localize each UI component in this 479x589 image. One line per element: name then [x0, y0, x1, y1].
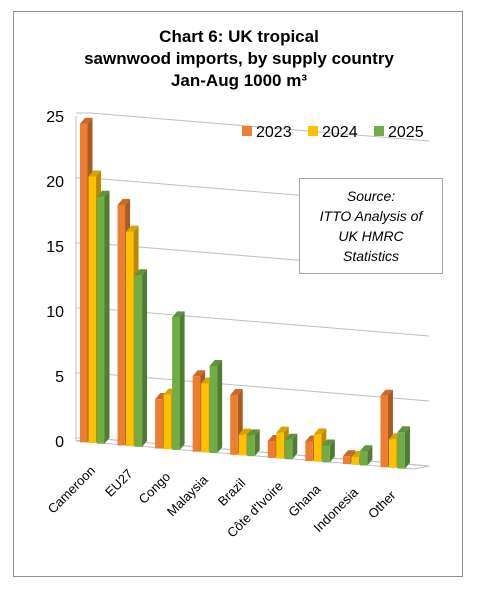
bar-2025-EU27 — [134, 269, 148, 447]
bar-front — [238, 434, 247, 456]
bar-side — [104, 190, 110, 444]
bar-side — [254, 429, 260, 457]
y-tick-label: 10 — [46, 304, 64, 321]
y-tick-label: 20 — [46, 174, 64, 191]
source-annotation: Source: ITTO Analysis of UK HMRC Statist… — [299, 178, 443, 274]
bar-2025-Cameroon — [97, 190, 110, 444]
bar-front — [380, 395, 388, 468]
bar-side — [367, 445, 373, 466]
x-tick-label: EU27 — [102, 466, 136, 500]
bar-front — [117, 204, 126, 446]
bar-front — [88, 176, 96, 444]
y-tick-label: 25 — [46, 109, 64, 126]
bar-top — [97, 190, 110, 197]
bar-front — [267, 440, 276, 458]
legend-label-2023: 2023 — [256, 124, 292, 141]
bar-top — [172, 311, 185, 318]
bar-front — [155, 399, 163, 449]
bar-front — [388, 439, 397, 468]
bar-side — [142, 269, 148, 447]
bar-front — [192, 376, 201, 452]
legend-swatch-2025 — [374, 126, 384, 136]
y-tick-label: 15 — [46, 239, 64, 256]
bar-top — [230, 388, 243, 395]
legend-label-2024: 2024 — [322, 124, 358, 141]
source-line-4: Statistics — [342, 248, 399, 264]
bar-top — [397, 426, 410, 433]
bar-side — [292, 433, 298, 460]
gridline — [90, 307, 430, 337]
bar-2025-Ghana — [322, 439, 335, 463]
bar-front — [97, 196, 105, 444]
bar-top — [117, 198, 131, 205]
bar-top — [247, 429, 260, 436]
y-tick-label: 0 — [55, 434, 64, 451]
bar-top — [359, 445, 373, 452]
bar-side — [329, 439, 335, 463]
source-line-1: Source: — [346, 188, 396, 204]
bar-top — [209, 359, 223, 366]
bar-top — [284, 433, 298, 440]
chart-title-line-1: Chart 6: UK tropical — [159, 27, 319, 46]
bar-side — [217, 359, 223, 454]
bar-2025-Côte d'Ivoire — [284, 433, 298, 460]
chart-title-line-3: Jan-Aug 1000 m³ — [170, 71, 308, 90]
y-tick-label: 5 — [55, 369, 64, 386]
x-tick-label: Brazil — [215, 475, 249, 509]
legend-swatch-2023 — [242, 126, 252, 136]
bar-front — [201, 383, 209, 453]
source-line-2: ITTO Analysis of — [319, 208, 423, 224]
bar-2025-Other — [397, 426, 410, 469]
chart-title: Chart 6: UK tropical sawnwood imports, b… — [14, 26, 464, 92]
bar-top — [313, 428, 327, 435]
bar-front — [172, 317, 180, 450]
bar-side — [179, 311, 185, 450]
bar-top — [88, 170, 101, 177]
bar-front — [276, 432, 284, 459]
chart-title-line-2: sawnwood imports, by supply country — [84, 49, 394, 68]
bar-2025-Brazil — [247, 429, 260, 457]
bar-front — [80, 123, 88, 443]
legend-label-2025: 2025 — [388, 124, 424, 141]
bar-front — [126, 231, 134, 447]
bar-top — [238, 428, 252, 435]
bar-front — [284, 439, 293, 460]
bar-2025-Indonesia — [359, 445, 373, 466]
bar-front — [247, 435, 255, 457]
legend-swatch-2024 — [308, 126, 318, 136]
bar-2025-Malaysia — [209, 359, 223, 454]
source-line-3: UK HMRC — [338, 228, 404, 244]
bar-top — [342, 450, 356, 457]
bar-front — [209, 365, 218, 454]
bar-side — [404, 426, 410, 469]
bar-front — [351, 457, 359, 465]
x-tick-label: Ghana — [285, 481, 324, 520]
bar-top — [380, 389, 393, 396]
bar-front — [313, 434, 322, 462]
x-tick-label: Congo — [136, 469, 174, 507]
bar-top — [192, 370, 206, 377]
bar-front — [397, 432, 405, 469]
bar-front — [134, 275, 143, 447]
bar-front — [163, 394, 172, 450]
chart-frame: Chart 6: UK tropical sawnwood imports, b… — [13, 11, 463, 577]
bar-front — [305, 441, 313, 461]
bar-2025-Congo — [172, 311, 185, 450]
bar-top — [80, 117, 93, 124]
bar-front — [342, 456, 351, 465]
bar-top — [134, 269, 148, 276]
bar-top — [126, 225, 139, 232]
bar-front — [359, 451, 368, 466]
gridline — [90, 372, 430, 402]
x-tick-label: Cameroon — [45, 463, 99, 517]
bar-front — [322, 445, 330, 463]
bar-top — [322, 439, 335, 446]
bar-front — [230, 394, 238, 455]
bar-top — [276, 426, 289, 433]
x-tick-label: Other — [365, 487, 399, 521]
gridline — [90, 112, 430, 142]
